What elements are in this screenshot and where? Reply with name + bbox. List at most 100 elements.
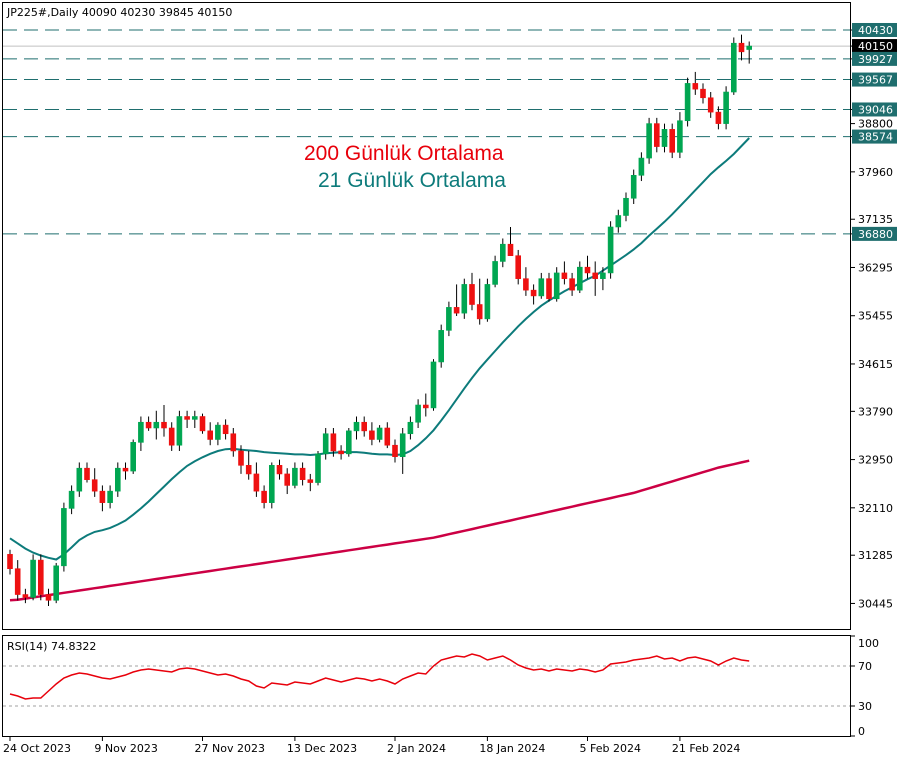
candle-89 — [692, 71, 699, 95]
candle-body — [230, 433, 237, 452]
candle-34 — [268, 462, 275, 509]
candle-69 — [538, 272, 545, 299]
candle-84 — [653, 117, 660, 153]
candle-body — [14, 568, 21, 595]
candle-body — [476, 304, 483, 320]
candle-6 — [53, 562, 60, 604]
candle-30 — [238, 445, 244, 474]
candle-94 — [730, 37, 737, 95]
candle-body — [30, 559, 36, 598]
level-badge-39046 — [852, 102, 897, 117]
candle-70 — [546, 272, 552, 302]
candle-8 — [68, 485, 75, 515]
candle-47 — [369, 422, 375, 446]
candle-body — [153, 421, 160, 429]
current-price-badge — [852, 39, 897, 54]
candle-48 — [376, 425, 383, 443]
candle-body — [499, 243, 506, 262]
candle-95 — [738, 34, 745, 61]
candle-42 — [330, 427, 337, 457]
candle-71 — [553, 267, 560, 302]
candle-body — [715, 111, 722, 124]
x-tick-label: 13 Dec 2023 — [287, 742, 357, 755]
rsi-axis: 100 70 30 0 — [850, 635, 879, 738]
y-tick-label: 33790 — [858, 405, 893, 418]
x-tick-label: 9 Nov 2023 — [94, 742, 157, 755]
candle-2 — [22, 588, 29, 604]
candle-body — [492, 261, 498, 285]
time-axis: 24 Oct 2023 9 Nov 2023 27 Nov 2023 13 Dec 2… — [3, 737, 740, 755]
candle-body — [392, 444, 398, 458]
rsi-tick-label: 0 — [858, 725, 865, 738]
candle-body — [615, 215, 622, 228]
candle-body — [361, 421, 368, 432]
candle-body — [600, 272, 606, 279]
candle-16 — [130, 439, 136, 474]
candle-7 — [61, 502, 67, 572]
candle-body — [37, 559, 44, 595]
candle-body — [7, 554, 13, 569]
candle-5 — [45, 588, 52, 607]
price-panel: JP225#,Daily 40090 40230 39845 40150 200… — [2, 2, 897, 630]
candle-0 — [7, 549, 13, 575]
level-badge-36880 — [852, 226, 897, 241]
candle-body — [546, 278, 552, 300]
candle-body — [61, 508, 67, 567]
candle-body — [184, 416, 190, 420]
candle-74 — [576, 261, 583, 294]
candle-body — [307, 479, 314, 483]
candle-body — [523, 278, 529, 291]
candle-body — [168, 427, 175, 446]
support-resistance-levels — [3, 29, 850, 235]
level-badge-label: 38574 — [858, 131, 893, 144]
candlesticks — [7, 34, 753, 607]
candle-13 — [107, 485, 113, 509]
candle-86 — [669, 123, 676, 159]
candle-54 — [422, 393, 429, 417]
y-tick-label: 38800 — [858, 118, 893, 131]
y-tick-label: 31285 — [858, 549, 893, 562]
candle-64 — [499, 238, 506, 268]
candle-body — [669, 129, 676, 153]
candle-31 — [245, 450, 252, 480]
candle-body — [446, 307, 452, 331]
candle-body — [107, 490, 113, 503]
candle-4 — [37, 554, 44, 601]
candle-12 — [99, 485, 106, 512]
candle-66 — [515, 249, 522, 285]
candle-1 — [14, 560, 21, 601]
candle-83 — [646, 117, 652, 164]
candle-body — [738, 42, 745, 53]
x-tick-label: 18 Jan 2024 — [479, 742, 545, 755]
rsi-tick-label: 70 — [858, 660, 872, 673]
candle-body — [384, 427, 391, 446]
candle-44 — [345, 427, 352, 457]
candle-38 — [299, 462, 306, 486]
candle-78 — [607, 221, 614, 279]
rsi-panel: RSI(14) 74.8322 100 70 30 0 — [2, 635, 879, 738]
x-tick-label: 21 Feb 2024 — [672, 742, 740, 755]
candle-body — [684, 83, 691, 122]
candle-body — [207, 430, 213, 440]
candle-body — [261, 490, 267, 503]
candle-body — [268, 465, 275, 503]
candle-body — [192, 416, 198, 420]
ma21-legend: 21 Günlük Ortalama — [318, 169, 506, 192]
candle-15 — [122, 462, 129, 480]
candle-body — [569, 278, 575, 291]
x-tick-label: 2 Jan 2024 — [387, 742, 446, 755]
ma200-legend: 200 Günlük Ortalama — [304, 142, 504, 165]
candle-82 — [638, 152, 645, 182]
candle-body — [607, 226, 614, 274]
y-tick-label: 32110 — [858, 502, 893, 515]
ma21-line — [9, 137, 750, 561]
candle-body — [484, 284, 491, 320]
candle-24 — [192, 410, 198, 428]
candle-75 — [584, 255, 591, 279]
candle-20 — [161, 405, 167, 437]
candle-45 — [353, 416, 360, 440]
candle-body — [376, 427, 383, 440]
candle-body — [353, 421, 360, 432]
candle-body — [584, 266, 591, 274]
